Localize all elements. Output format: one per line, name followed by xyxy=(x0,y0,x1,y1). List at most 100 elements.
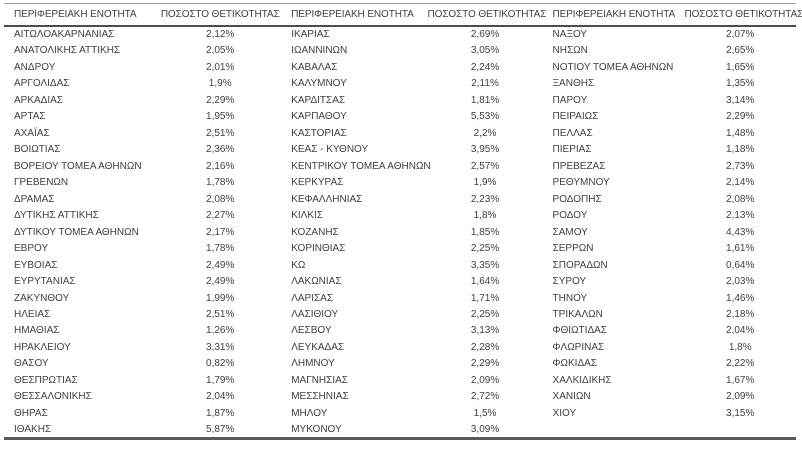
region-name: ΗΛΕΙΑΣ xyxy=(14,308,51,320)
table-header-row: ΠΕΡΙΦΕΡΕΙΑΚΗ ΕΝΟΤΗΤΑ ΠΟΣΟΣΤΟ ΘΕΤΙΚΟΤΗΤΑΣ xyxy=(281,4,546,27)
positivity-value: 2,49% xyxy=(206,276,235,288)
column-header-region: ΠΕΡΙΦΕΡΕΙΑΚΗ ΕΝΟΤΗΤΑ xyxy=(14,9,137,20)
table-row: ΑΡΤΑΣ 1,95% xyxy=(4,109,281,125)
positivity-value: 5,87% xyxy=(206,424,235,436)
region-name: ΜΥΚΟΝΟΥ xyxy=(291,424,342,436)
region-name: ΛΑΚΩΝΙΑΣ xyxy=(291,276,342,288)
region-name: ΑΡΚΑΔΙΑΣ xyxy=(14,94,63,106)
positivity-value: 1,95% xyxy=(206,111,235,123)
table-row: ΚΕΦΑΛΛΗΝΙΑΣ 2,23% xyxy=(281,192,542,208)
region-name: ΘΗΡΑΣ xyxy=(14,407,48,419)
table-row: ΚΑΣΤΟΡΙΑΣ 2,2% xyxy=(281,126,542,142)
positivity-value: 2,08% xyxy=(206,193,235,205)
table-group-3: ΠΕΡΙΦΕΡΕΙΑΚΗ ΕΝΟΤΗΤΑ ΠΟΣΟΣΤΟ ΘΕΤΙΚΟΤΗΤΑΣ… xyxy=(542,4,802,437)
table-row: ΗΜΑΘΙΑΣ 1,26% xyxy=(4,323,281,339)
table-row: ΚΕΡΚΥΡΑΣ 1,9% xyxy=(281,175,542,191)
table-row: ΛΑΣΙΘΙΟΥ 2,25% xyxy=(281,307,542,323)
table-row: ΔΥΤΙΚΟΥ ΤΟΜΕΑ ΑΘΗΝΩΝ 2,17% xyxy=(4,225,281,241)
positivity-value: 2,08% xyxy=(726,193,755,205)
region-name: ΕΥΒΟΙΑΣ xyxy=(14,259,58,271)
positivity-value: 1,9% xyxy=(473,177,497,189)
region-name: ΚΑΡΠΑΘΟΥ xyxy=(291,111,347,123)
table-row: ΔΡΑΜΑΣ 2,08% xyxy=(4,192,281,208)
positivity-value: 2,51% xyxy=(206,308,235,320)
region-name: ΦΩΚΙΔΑΣ xyxy=(552,358,597,370)
positivity-value: 2,07% xyxy=(726,29,755,40)
table-row: ΚΕΝΤΡΙΚΟΥ ΤΟΜΕΑ ΑΘΗΝΩΝ 2,57% xyxy=(281,159,542,175)
region-name: ΤΡΙΚΑΛΩΝ xyxy=(552,308,603,320)
table-row: ΚΑΛΥΜΝΟΥ 2,11% xyxy=(281,76,542,92)
region-name: ΚΙΛΚΙΣ xyxy=(291,210,323,222)
positivity-value: 2,29% xyxy=(206,94,235,106)
positivity-value: 1,35% xyxy=(726,78,755,90)
region-name: ΠΙΕΡΙΑΣ xyxy=(552,144,592,156)
positivity-value: 4,43% xyxy=(726,226,755,238)
table-row: ΧΑΛΚΙΔΙΚΗΣ 1,67% xyxy=(543,373,796,389)
positivity-value: 1,61% xyxy=(726,243,755,255)
positivity-value: 1,46% xyxy=(726,292,755,304)
region-name: ΘΕΣΣΑΛΟΝΙΚΗΣ xyxy=(14,391,92,403)
table-row: ΦΘΙΩΤΙΔΑΣ 2,04% xyxy=(543,323,796,339)
positivity-value: 2,65% xyxy=(726,45,755,57)
table-row: ΚΑΡΠΑΘΟΥ 5,53% xyxy=(281,109,542,125)
positivity-value: 2,18% xyxy=(726,308,755,320)
region-name: ΜΑΓΝΗΣΙΑΣ xyxy=(291,374,348,386)
table-row: ΝΗΣΩΝ 2,65% xyxy=(543,43,796,59)
positivity-value: 1,99% xyxy=(206,292,235,304)
positivity-value: 3,31% xyxy=(206,341,235,353)
positivity-value: 2,69% xyxy=(470,29,500,40)
region-name: ΔΡΑΜΑΣ xyxy=(14,193,55,205)
positivity-value: 1,65% xyxy=(726,61,755,73)
region-name: ΒΟΡΕΙΟΥ ΤΟΜΕΑ ΑΘΗΝΩΝ xyxy=(14,160,142,172)
table-row: ΓΡΕΒΕΝΩΝ 1,78% xyxy=(4,175,281,191)
column-header-region: ΠΕΡΙΦΕΡΕΙΑΚΗ ΕΝΟΤΗΤΑ xyxy=(552,9,676,20)
table-row: ΙΩΑΝΝΙΝΩΝ 3,05% xyxy=(281,43,542,59)
table-row: ΚΕΑΣ - ΚΥΘΝΟΥ 3,95% xyxy=(281,142,542,158)
positivity-value: 1,8% xyxy=(473,210,497,222)
table-row: ΠΕΛΛΑΣ 1,48% xyxy=(543,126,796,142)
region-name: ΛΗΜΝΟΥ xyxy=(291,358,335,370)
region-name: ΣΥΡΟΥ xyxy=(552,276,587,288)
table-row: ΗΡΑΚΛΕΙΟΥ 3,31% xyxy=(4,340,281,356)
positivity-value: 1,9% xyxy=(208,78,232,90)
region-name: ΕΥΡΥΤΑΝΙΑΣ xyxy=(14,276,76,288)
positivity-value: 2,36% xyxy=(206,144,235,156)
table-row: ΝΟΤΙΟΥ ΤΟΜΕΑ ΑΘΗΝΩΝ 1,65% xyxy=(543,60,796,76)
table-rows-group-3: ΝΑΞΟΥ 2,07% ΝΗΣΩΝ 2,65% ΝΟΤΙΟΥ ΤΟΜΕΑ ΑΘΗ… xyxy=(543,27,796,422)
region-name: ΣΕΡΡΩΝ xyxy=(552,243,594,255)
positivity-value: 3,15% xyxy=(726,407,755,419)
region-name: ΚΟΡΙΝΘΙΑΣ xyxy=(291,243,346,255)
region-name: ΙΩΑΝΝΙΝΩΝ xyxy=(291,45,348,57)
positivity-value: 1,78% xyxy=(206,177,235,189)
table-row: ΚΙΛΚΙΣ 1,8% xyxy=(281,208,542,224)
positivity-value: 2,01% xyxy=(206,61,235,73)
table-row: ΙΚΑΡΙΑΣ 2,69% xyxy=(281,27,542,43)
positivity-value: 2,72% xyxy=(470,391,500,403)
region-name: ΖΑΚΥΝΘΟΥ xyxy=(14,292,70,304)
table-row: ΣΥΡΟΥ 2,03% xyxy=(543,274,796,290)
table-row: ΧΑΝΙΩΝ 2,09% xyxy=(543,389,796,405)
table-row: ΠΕΙΡΑΙΩΣ 2,29% xyxy=(543,109,796,125)
table-row: ΘΕΣΠΡΩΤΙΑΣ 1,79% xyxy=(4,373,281,389)
region-name: ΣΠΟΡΑΔΩΝ xyxy=(552,259,608,271)
positivity-value: 2,23% xyxy=(470,193,500,205)
region-name: ΕΒΡΟΥ xyxy=(14,243,49,255)
column-header-positivity: ΠΟΣΟΣΤΟ ΘΕΤΙΚΟΤΗΤΑΣ xyxy=(160,9,280,20)
region-name: ΚΟΖΑΝΗΣ xyxy=(291,226,339,238)
positivity-value: 3,05% xyxy=(470,45,500,57)
table-rows-group-2: ΙΚΑΡΙΑΣ 2,69% ΙΩΑΝΝΙΝΩΝ 3,05% ΚΑΒΑΛΑΣ 2,… xyxy=(281,27,542,439)
region-name: ΑΙΤΩΛΟΑΚΑΡΝΑΝΙΑΣ xyxy=(14,29,115,40)
region-name: ΚΑΡΔΙΤΣΑΣ xyxy=(291,94,346,106)
positivity-value: 5,53% xyxy=(470,111,500,123)
positivity-value: 2,17% xyxy=(206,226,235,238)
region-name: ΡΟΔΟΠΗΣ xyxy=(552,193,602,205)
region-name: ΗΜΑΘΙΑΣ xyxy=(14,325,60,337)
table-row: ΚΟΖΑΝΗΣ 1,85% xyxy=(281,225,542,241)
table-row: ΡΟΔΟΥ 2,13% xyxy=(543,208,796,224)
table-row: ΦΩΚΙΔΑΣ 2,22% xyxy=(543,356,796,372)
region-name: ΧΑΛΚΙΔΙΚΗΣ xyxy=(552,374,612,386)
region-name: ΔΥΤΙΚΟΥ ΤΟΜΕΑ ΑΘΗΝΩΝ xyxy=(14,226,139,238)
table-row: ΘΕΣΣΑΛΟΝΙΚΗΣ 2,04% xyxy=(4,389,281,405)
positivity-value: 1,85% xyxy=(470,226,500,238)
column-header-positivity: ΠΟΣΟΣΤΟ ΘΕΤΙΚΟΤΗΤΑΣ xyxy=(684,9,802,20)
